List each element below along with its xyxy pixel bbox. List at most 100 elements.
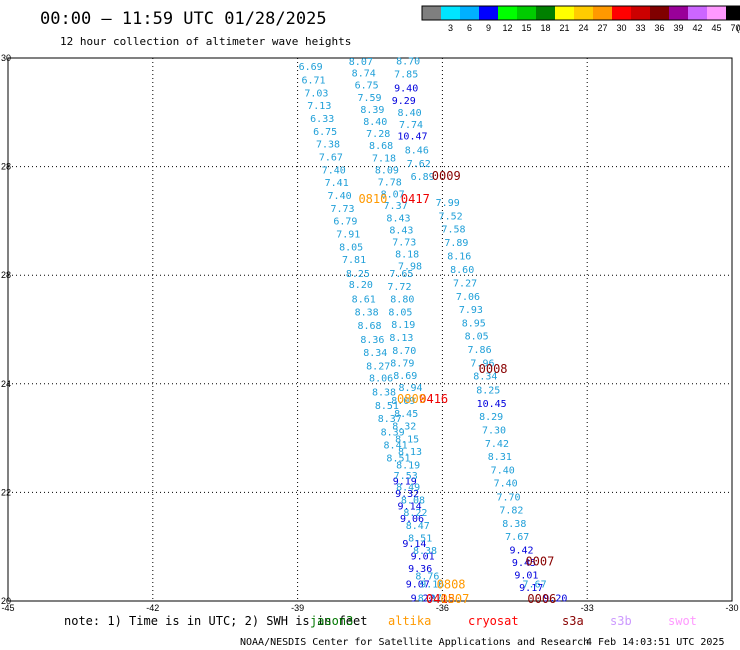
pass-label: 0006 <box>527 592 556 606</box>
wave-height-label: 8.94 <box>398 383 422 394</box>
wave-height-label: 7.38 <box>316 139 340 150</box>
wave-height-label: 8.39 <box>360 105 384 116</box>
wave-height-label: 6.75 <box>355 81 379 92</box>
wave-height-label: 10.47 <box>397 132 427 143</box>
wave-height-label: 8.07 <box>349 57 373 68</box>
wave-height-label: 8.41 <box>384 441 408 452</box>
wave-height-label: 8.47 <box>406 521 430 532</box>
wave-height-label: 7.65 <box>389 269 413 280</box>
footer-timestamp: 4 Feb 14:03:51 UTC 2025 <box>586 637 724 648</box>
y-tick-label: 20 <box>1 596 11 606</box>
legend-swatch <box>631 6 650 20</box>
wave-height-label: 7.40 <box>491 466 515 477</box>
legend-label: 9 <box>486 23 491 33</box>
wave-height-label: 8.32 <box>392 422 416 433</box>
wave-height-label: 7.67 <box>319 152 343 163</box>
wave-height-label: 7.70 <box>496 492 520 503</box>
wave-height-label: 9.22 <box>411 593 435 604</box>
wave-height-label: 7.58 <box>441 225 465 236</box>
y-tick-label: 28 <box>1 270 11 280</box>
legend-swatch <box>422 6 441 20</box>
wave-height-label: 6.89 <box>411 172 435 183</box>
satellite-name: s3b <box>610 614 632 628</box>
x-tick-label: -39 <box>291 603 304 613</box>
pass-label: 0009 <box>432 169 461 183</box>
wave-height-label: 8.76 <box>415 572 439 583</box>
legend-swatch <box>707 6 726 20</box>
legend-label: 6 <box>467 23 472 33</box>
wave-height-label: 7.06 <box>456 292 480 303</box>
legend-swatch <box>517 6 536 20</box>
pass-label: 0008 <box>479 362 508 376</box>
legend-swatch <box>555 6 574 20</box>
wave-height-label: 8.60 <box>450 265 474 276</box>
wave-height-label: 9.07 <box>406 580 430 591</box>
legend-label: 18 <box>540 23 550 33</box>
wave-height-label: 7.42 <box>485 439 509 450</box>
wave-height-label: 8.45 <box>394 409 418 420</box>
wave-height-label: 8.25 <box>476 385 500 396</box>
legend-swatch <box>498 6 517 20</box>
satellite-name: jason3 <box>310 614 353 628</box>
wave-height-label: 8.19 <box>391 320 415 331</box>
wave-height-label: 7.67 <box>523 580 547 591</box>
y-tick-label: 28 <box>1 162 11 172</box>
legend-label: 45 <box>711 23 721 33</box>
legend-label: 70 <box>730 23 740 33</box>
wave-height-label: 9.45 <box>512 558 536 569</box>
wave-height-label: 7.40 <box>494 479 518 490</box>
wave-height-label: 6.71 <box>301 75 325 86</box>
wave-height-label: 8.13 <box>398 447 422 458</box>
wave-height-label: 8.74 <box>352 69 376 80</box>
wave-height-label: 7.82 <box>499 505 523 516</box>
wave-height-label: 7.96 <box>470 359 494 370</box>
wave-height-label: 7.62 <box>407 159 431 170</box>
pass-label: 0807 <box>440 592 469 606</box>
data-points: 6.696.717.037.136.336.757.387.677.407.41… <box>299 56 568 604</box>
wave-height-label: 7.74 <box>399 120 423 131</box>
legend-label: 12 <box>502 23 512 33</box>
wave-height-label: 7.99 <box>436 198 460 209</box>
wave-height-label: 8.07 <box>381 189 405 200</box>
wave-height-label: 8.51 <box>408 534 432 545</box>
wave-height-label: 7.53 <box>394 471 418 482</box>
satellite-name: cryosat <box>468 614 519 628</box>
wave-height-label: 7.30 <box>482 425 506 436</box>
y-tick-label: 30 <box>1 53 11 63</box>
wave-height-label: 8.16 <box>447 252 471 263</box>
wave-height-label: 7.13 <box>307 101 331 112</box>
footer-credit: NOAA/NESDIS Center for Satellite Applica… <box>240 637 589 648</box>
wave-height-label: 8.38 <box>502 519 526 530</box>
wave-height-label: 8.15 <box>395 435 419 446</box>
wave-height-label: 8.79 <box>390 359 414 370</box>
wave-height-label: 8.09 <box>375 165 399 176</box>
legend-label: 27 <box>597 23 607 33</box>
wave-height-label: 7.03 <box>304 88 328 99</box>
wave-height-label: 7.98 <box>398 262 422 273</box>
wave-height-label: 8.09 <box>391 396 415 407</box>
wave-height-label: 8.49 <box>396 483 420 494</box>
wave-height-label: 9.14 <box>398 502 422 513</box>
wave-height-label: 8.43 <box>389 226 413 237</box>
wave-height-label: 8.13 <box>389 333 413 344</box>
axis-ticks: -45 -42 -39 -36 -33 -30 20 22 24 28 28 30 <box>1 53 739 613</box>
chart-title: 00:00 – 11:59 UTC 01/28/2025 <box>40 9 327 29</box>
wave-height-label: 7.86 <box>468 345 492 356</box>
wave-height-label: 7.18 <box>372 153 396 164</box>
wave-height-label: 7.40 <box>328 191 352 202</box>
legend-unit: (ft) <box>737 23 740 33</box>
wave-height-label: 7.78 <box>378 177 402 188</box>
wave-height-label: 8.95 <box>462 319 486 330</box>
wave-height-label: 8.69 <box>393 371 417 382</box>
x-tick-label: -33 <box>581 603 594 613</box>
wave-height-label: 7.72 <box>387 282 411 293</box>
legend-label: 21 <box>559 23 569 33</box>
wave-height-label: 8.40 <box>363 117 387 128</box>
plot-frame <box>7 57 733 602</box>
pass-label: 0417 <box>401 192 430 206</box>
wave-height-label: 7.89 <box>444 238 468 249</box>
satellite-legend: jason3 altika cryosat s3a s3b swot <box>310 614 697 628</box>
pass-label: 0416 <box>419 392 448 406</box>
wave-height-label: 9.36 <box>408 564 432 575</box>
